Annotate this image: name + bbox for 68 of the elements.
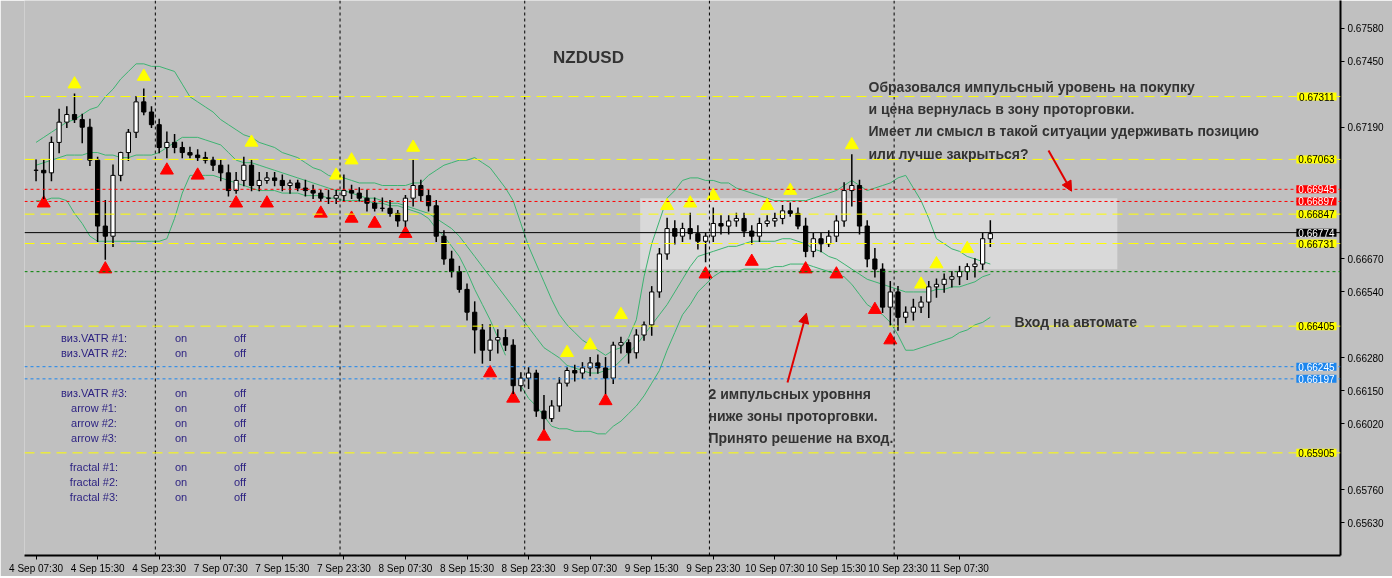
annotation: on [174,331,188,344]
y-tick-label: 0.65760 [1347,484,1385,496]
annotation: on [174,475,188,488]
ref-line-label: 0.66245 [1298,361,1335,373]
annotation: arrow #2: [71,416,117,429]
ref-line-label: 0.67311 [1299,91,1335,103]
x-tick-label: 11 Sep 07:30 [930,562,990,574]
x-tick-label: 7 Sep 15:30 [255,562,310,574]
annotation: виз.VATR #3: [60,386,128,399]
ref-line-label: 0.66897 [1298,196,1335,208]
annotation: виз.VATR #1: [60,331,128,344]
annotation: arrow #1: [71,401,117,414]
x-tick-label: 9 Sep 23:30 [686,562,741,574]
y-tick-label: 0.67450 [1347,56,1385,68]
ref-line-label: 0.66731 [1298,238,1335,250]
x-tick-label: 4 Sep 23:30 [132,562,187,574]
x-tick-label: 4 Sep 15:30 [70,562,126,574]
annotation: on [174,490,188,503]
annotation: виз.VATR #2: [60,346,128,359]
annotation: arrow #3: [71,431,117,444]
y-tick-label: 0.66150 [1347,385,1385,397]
y-tick-label: 0.66020 [1347,418,1385,430]
annotation: on [174,401,188,414]
x-tick-label: 10 Sep 15:30 [806,562,867,574]
annotation: off [233,460,247,473]
y-tick-label: 0.65630 [1347,517,1385,529]
annotation: on [174,416,188,429]
annotation: fractal #2: [69,475,119,488]
annotation: off [233,431,247,444]
ref-line-label: 0.66847 [1298,209,1335,221]
x-tick-label: 9 Sep 15:30 [624,562,680,574]
annotation: fractal #1: [69,460,119,473]
annotation: Образовался импульсный уровень на покупку и цена вернулась в зону проторговки. Имеет ли смысл в такой ситуации удерживать позицию или лучше закрыться? [868,78,1259,162]
ref-line-label: 0.66945 [1298,184,1335,196]
y-tick-label: 0.66280 [1347,352,1385,364]
x-tick-label: 7 Sep 23:30 [316,562,372,574]
annotation: off [233,346,247,359]
ref-line-label: 0.66405 [1298,321,1335,333]
annotation: off [233,331,247,344]
annotation: 2 импульсных уровння ниже зоны проторговки. Принято решение на вход. [708,385,894,447]
x-tick-label: 9 Sep 07:30 [563,562,618,574]
ref-line-label: 0.66774 [1298,227,1335,239]
annotation: off [233,490,247,503]
x-tick-label: 10 Sep 23:30 [868,562,929,574]
annotation: on [174,386,188,399]
annotation: Вход на автомате [1014,313,1138,330]
annotation: fractal #3: [69,490,119,503]
annotation: on [174,431,188,444]
ref-line-label: 0.65905 [1298,447,1335,459]
x-tick-label: 8 Sep 23:30 [501,562,556,574]
y-tick-label: 0.66540 [1347,286,1385,298]
ref-line-label: 0.67063 [1298,154,1335,166]
annotation: on [174,460,188,473]
annotation: off [233,386,247,399]
x-tick-label: 8 Sep 15:30 [440,562,495,574]
y-tick-label: 0.66670 [1347,253,1385,265]
ref-line-label: 0.66197 [1298,373,1335,385]
annotation: off [233,401,247,414]
annotation: on [174,346,188,359]
x-tick-label: 10 Sep 07:30 [745,562,806,574]
text: NZDUSD [553,48,624,67]
annotation: off [233,416,247,429]
annotation: off [233,475,247,488]
x-tick-label: 7 Sep 07:30 [193,562,249,574]
y-tick-label: 0.67580 [1347,23,1385,35]
y-tick-label: 0.67190 [1347,122,1385,134]
x-tick-label: 4 Sep 07:30 [9,562,64,574]
x-tick-label: 8 Sep 07:30 [378,562,433,574]
